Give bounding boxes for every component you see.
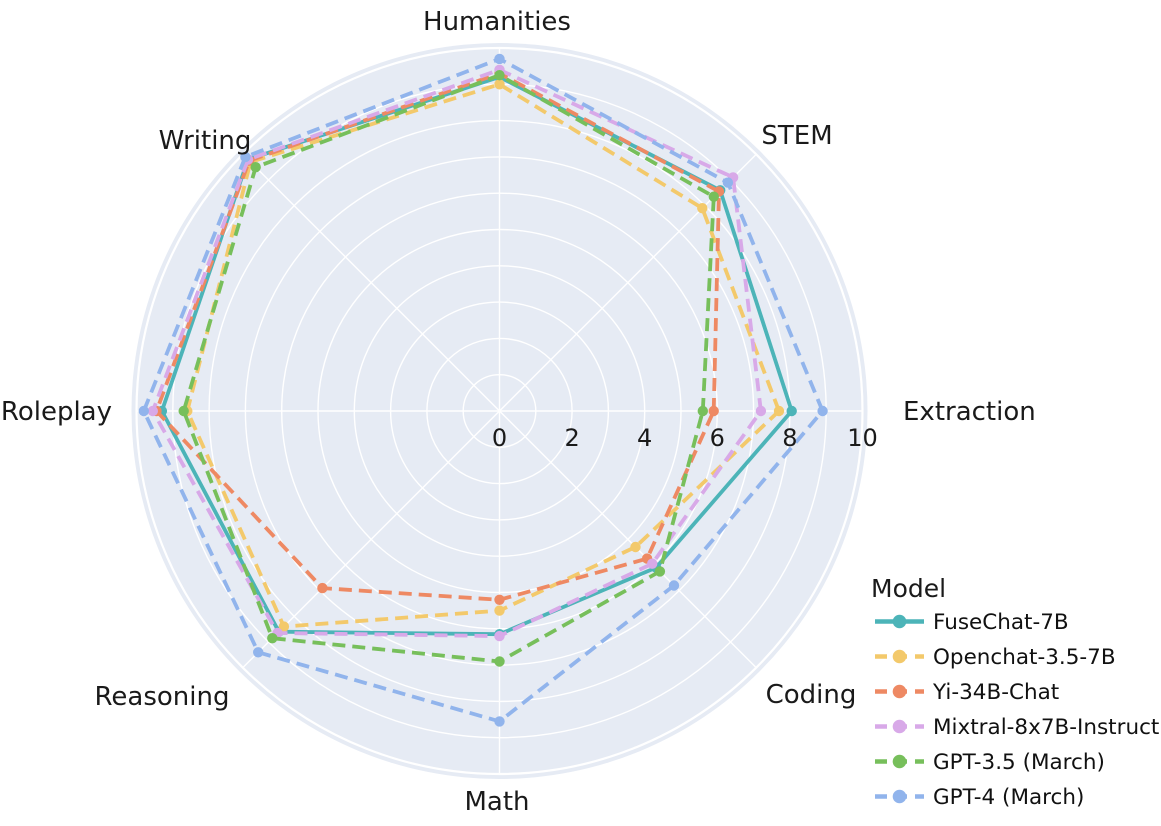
series-marker xyxy=(494,605,505,616)
series-polygon xyxy=(181,73,716,664)
radial-tick-label: 10 xyxy=(847,424,878,452)
series-marker xyxy=(708,191,719,202)
radial-tick-label: 4 xyxy=(637,424,652,452)
series-marker xyxy=(494,656,505,667)
series-marker xyxy=(773,405,785,417)
radial-tick-labels: 0 2 4 6 8 10 xyxy=(492,424,878,452)
legend-swatch-marker xyxy=(892,649,907,664)
category-label-extraction: Extraction xyxy=(903,397,1036,427)
series-marker xyxy=(817,405,828,417)
legend-label: Yi-34B-Chat xyxy=(932,680,1059,705)
legend-item-fusechat-7b: FuseChat-7B xyxy=(875,610,1069,635)
series-marker xyxy=(278,621,290,632)
radial-tick-label: 6 xyxy=(710,424,725,452)
legend-swatch-marker xyxy=(892,754,907,769)
grid-spoke xyxy=(499,410,757,669)
series-marker xyxy=(147,405,158,417)
series-marker xyxy=(494,716,505,727)
legend-item-gpt-4-march-: GPT-4 (March) xyxy=(875,785,1084,810)
legend-title: Model xyxy=(871,574,946,603)
legend-swatch-marker xyxy=(892,614,907,629)
category-labels: Extraction STEM Humanities Writing Roleplay R… xyxy=(1,7,1036,817)
radial-tick-label: 0 xyxy=(492,424,507,452)
legend-swatch-marker xyxy=(892,789,907,804)
series-marker xyxy=(494,70,505,81)
series-marker xyxy=(250,162,261,173)
legend-label: Mixtral-8x7B-Instruct xyxy=(933,715,1159,740)
series-marker xyxy=(267,633,278,644)
radar-series-group xyxy=(138,53,828,727)
category-label-writing: Writing xyxy=(159,126,252,156)
legend-label: Openchat-3.5-7B xyxy=(933,645,1116,670)
series-marker xyxy=(494,594,505,605)
legend-label: GPT-4 (March) xyxy=(933,785,1084,810)
legend-item-yi-34b-chat: Yi-34B-Chat xyxy=(875,680,1059,705)
series-marker xyxy=(494,53,505,65)
radar-series-gpt-3-5-march- xyxy=(178,70,719,667)
series-marker xyxy=(668,580,680,591)
legend-label: FuseChat-7B xyxy=(933,610,1069,635)
legend-item-openchat-3-5-7b: Openchat-3.5-7B xyxy=(875,645,1116,670)
series-marker xyxy=(240,151,251,163)
series-marker xyxy=(697,203,708,214)
legend-label: GPT-3.5 (March) xyxy=(933,750,1105,775)
series-marker xyxy=(138,405,149,417)
series-marker xyxy=(755,405,767,417)
series-marker xyxy=(647,558,658,569)
series-marker xyxy=(253,647,264,658)
category-label-stem: STEM xyxy=(761,121,832,151)
series-marker xyxy=(630,541,641,553)
legend-swatch-marker xyxy=(892,684,907,699)
radar-series-gpt-4-march- xyxy=(138,53,828,727)
legend: Model FuseChat-7B Openchat-3.5-7B Yi-34B-Ch… xyxy=(871,574,1159,810)
legend-swatch-marker xyxy=(892,719,907,734)
series-marker xyxy=(494,79,505,90)
series-marker xyxy=(494,630,505,642)
category-label-roleplay: Roleplay xyxy=(1,397,112,427)
category-label-reasoning: Reasoning xyxy=(95,682,230,712)
series-marker xyxy=(654,566,666,577)
category-label-math: Math xyxy=(464,787,529,817)
series-marker xyxy=(722,177,734,188)
category-label-humanities: Humanities xyxy=(423,7,571,37)
category-label-coding: Coding xyxy=(766,680,857,710)
legend-item-mixtral-8x7b-instruct: Mixtral-8x7B-Instruct xyxy=(875,715,1159,740)
series-marker xyxy=(786,405,797,417)
legend-item-gpt-3-5-march-: GPT-3.5 (March) xyxy=(875,750,1105,775)
series-marker xyxy=(697,405,708,417)
radial-tick-label: 8 xyxy=(782,424,797,452)
grid-spoke xyxy=(242,153,500,412)
series-marker xyxy=(708,405,719,417)
series-marker xyxy=(178,405,189,417)
radial-tick-label: 2 xyxy=(564,424,579,452)
series-marker xyxy=(317,582,328,594)
